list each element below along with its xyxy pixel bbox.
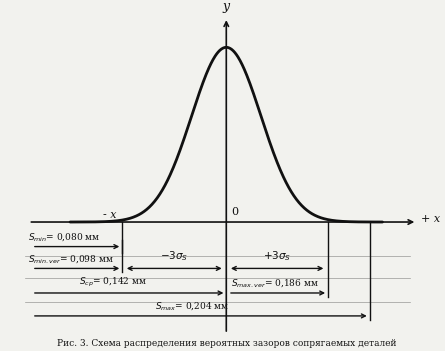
- Text: $+3\sigma_S$: $+3\sigma_S$: [263, 249, 291, 263]
- Text: $-3\sigma_S$: $-3\sigma_S$: [160, 249, 188, 263]
- Text: + x: + x: [421, 214, 440, 224]
- Text: $S_{cp}$= 0,142 мм: $S_{cp}$= 0,142 мм: [80, 276, 148, 289]
- Text: $S_{min}$= 0,080 мм: $S_{min}$= 0,080 мм: [28, 231, 101, 243]
- Text: $S_{min.ver}$= 0,098 мм: $S_{min.ver}$= 0,098 мм: [28, 253, 114, 265]
- Text: $S_{max}$= 0,204 мм: $S_{max}$= 0,204 мм: [155, 299, 229, 312]
- Text: 0: 0: [231, 206, 239, 217]
- Text: y: y: [223, 0, 230, 13]
- Text: Рис. 3. Схема распределения вероятных зазоров сопрягаемых деталей: Рис. 3. Схема распределения вероятных за…: [57, 339, 396, 347]
- Text: - x: - x: [104, 211, 117, 220]
- Text: $S_{max.ver}$= 0,186 мм: $S_{max.ver}$= 0,186 мм: [231, 277, 319, 289]
